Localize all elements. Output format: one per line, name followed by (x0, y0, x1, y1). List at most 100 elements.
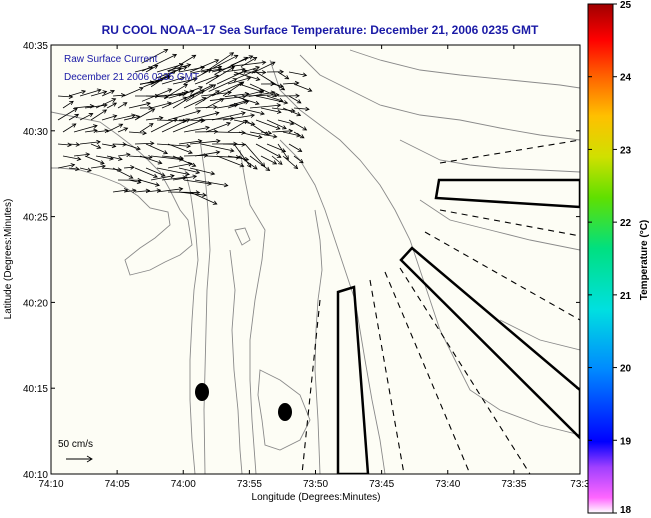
current-arrow-head (186, 63, 192, 68)
x-tick-label: 73:40 (435, 479, 460, 490)
current-arrow (244, 94, 279, 97)
x-axis-label: Longitude (Degrees:Minutes) (252, 492, 381, 503)
current-arrow-head (246, 76, 252, 81)
current-arrow (227, 155, 249, 161)
current-arrow-head (191, 162, 197, 167)
current-arrow (90, 91, 107, 97)
radar-beam-lines (301, 139, 580, 474)
current-arrow (150, 70, 176, 88)
current-arrow-head (254, 100, 260, 106)
current-arrow-head (112, 114, 118, 119)
current-arrow-head (248, 55, 254, 60)
current-arrow-head (195, 169, 201, 175)
current-arrow (231, 61, 266, 67)
current-arrow-head (130, 165, 135, 170)
current-arrow-head (278, 97, 284, 103)
current-arrow (185, 84, 216, 102)
current-arrow (172, 155, 196, 167)
current-arrow-head (276, 109, 282, 114)
current-arrow-head (118, 123, 124, 128)
current-arrow-head (239, 81, 245, 86)
current-arrow-head (255, 65, 261, 71)
transect-diagonal (399, 246, 580, 440)
current-arrow (277, 143, 289, 160)
colorbar-tick-label: 18 (620, 505, 632, 516)
current-arrow-head (305, 106, 310, 112)
current-arrow (249, 155, 270, 171)
scale-label: 50 cm/s (58, 439, 93, 450)
colorbar-tick-label: 22 (620, 218, 632, 229)
current-arrow-head (302, 126, 308, 131)
current-arrow (156, 143, 191, 147)
current-arrow (260, 107, 281, 113)
current-arrow (106, 102, 117, 109)
current-arrow-head (267, 130, 273, 136)
current-arrow-head (197, 139, 203, 144)
current-arrow (167, 91, 188, 97)
current-arrow (139, 179, 160, 186)
current-arrow-head (96, 88, 102, 93)
current-arrow-head (265, 166, 271, 171)
current-arrow-head (307, 87, 313, 92)
current-arrow (68, 167, 80, 170)
current-arrow-head (288, 128, 294, 134)
current-arrow (194, 179, 228, 187)
current-arrow (271, 83, 284, 87)
current-arrow (194, 151, 220, 157)
current-arrow-head (112, 102, 118, 107)
current-arrow-head (233, 54, 239, 59)
current-arrow-head (257, 134, 263, 139)
current-arrow-head (235, 155, 241, 160)
current-arrow-head (188, 149, 193, 155)
plot-background (51, 45, 580, 474)
current-arrow (139, 123, 154, 133)
colorbar-tick-label: 23 (620, 145, 632, 156)
coastline (51, 111, 193, 276)
current-arrow (229, 100, 248, 106)
current-arrow (238, 107, 265, 115)
current-arrow (189, 191, 217, 205)
current-arrow-head (230, 66, 235, 71)
current-arrow (128, 155, 152, 158)
colorbar-ticks: 25 24 23 22 21 20 19 18 (588, 0, 632, 516)
current-arrow-head (243, 99, 248, 104)
current-arrow-head (142, 130, 147, 136)
current-arrow (282, 82, 299, 85)
current-arrow (112, 94, 125, 97)
current-arrow (255, 119, 281, 130)
current-arrow-head (128, 174, 134, 179)
current-arrow (123, 115, 140, 121)
current-arrow (238, 155, 258, 170)
current-arrow (208, 78, 237, 92)
current-arrow-head (118, 156, 123, 161)
current-arrow (134, 67, 153, 73)
current-arrow (112, 114, 136, 121)
current-arrow (205, 66, 235, 85)
current-arrow (168, 90, 194, 99)
current-arrow (142, 54, 177, 72)
current-arrow-head (160, 172, 166, 177)
y-axis-label: Latitude (Degrees:Minutes) (3, 199, 14, 320)
current-arrow (145, 64, 158, 73)
current-arrow (277, 119, 294, 125)
current-arrow-head (252, 165, 258, 170)
current-arrow-head (187, 161, 193, 167)
current-arrow (189, 112, 219, 121)
y-tick-label: 40:35 (23, 41, 48, 52)
current-arrow-head (71, 123, 77, 128)
colorbar-tick-label: 25 (620, 0, 632, 11)
current-arrow-head (153, 173, 158, 178)
current-arrow-head (183, 83, 188, 88)
current-arrow (123, 166, 135, 169)
current-arrow-head (252, 56, 258, 62)
current-arrow (205, 98, 224, 109)
x-tick-label: 74:05 (105, 479, 130, 490)
current-arrow (282, 155, 298, 169)
current-arrow-head (125, 152, 131, 158)
current-arrow-head (211, 84, 217, 89)
y-tick-label: 40:20 (23, 298, 48, 309)
current-arrow (167, 143, 193, 154)
colorbar-tick-label: 20 (620, 364, 632, 375)
transect-north (434, 178, 580, 209)
